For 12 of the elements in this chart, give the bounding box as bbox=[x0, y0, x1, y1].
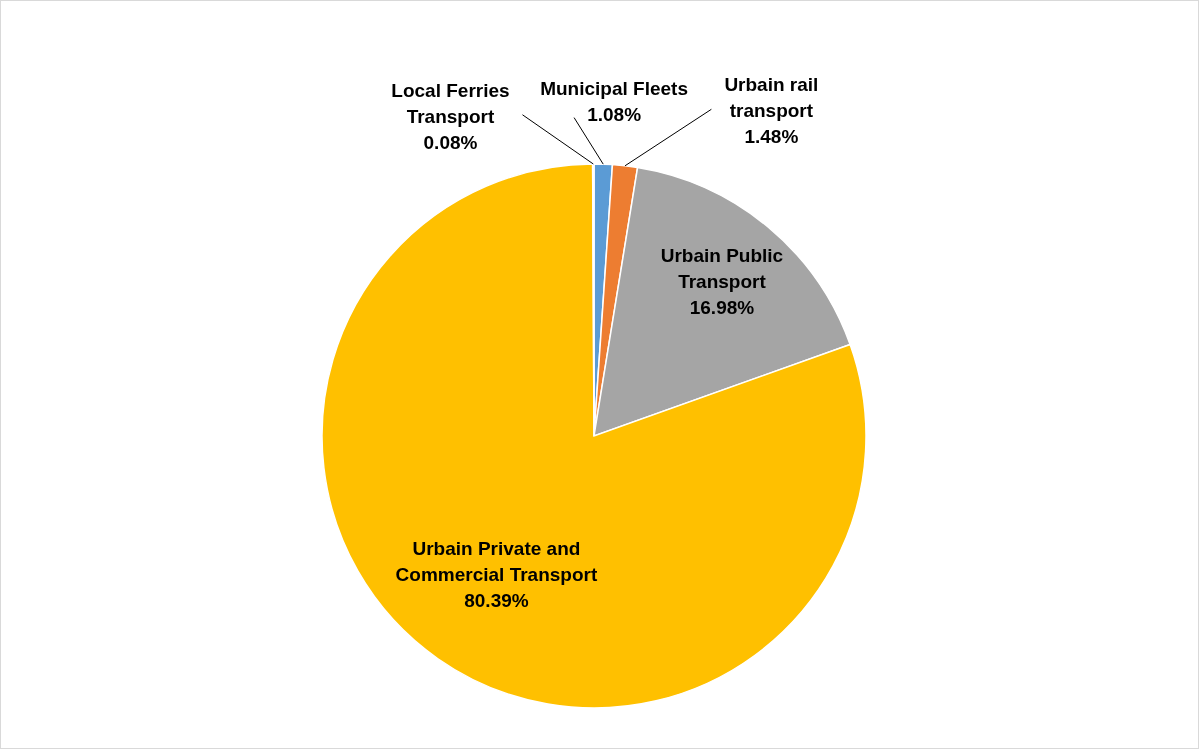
data-label: 1.08% bbox=[587, 103, 642, 125]
pie-slice bbox=[321, 163, 867, 709]
data-label: 16.98% bbox=[689, 297, 755, 319]
slice-label: Local Ferries Transport bbox=[391, 79, 510, 127]
slice-label: Urbain Private and Commercial Transport bbox=[395, 538, 598, 586]
slice-label: Urbain Public Transport bbox=[660, 245, 784, 293]
slice-label: Urbain rail transport bbox=[724, 74, 819, 122]
data-label: 80.39% bbox=[464, 590, 529, 612]
data-label: 1.48% bbox=[744, 126, 799, 148]
slice-label: Municipal Fleets bbox=[540, 77, 688, 99]
pie-slice bbox=[593, 166, 851, 437]
data-label: 0.08% bbox=[423, 131, 478, 153]
